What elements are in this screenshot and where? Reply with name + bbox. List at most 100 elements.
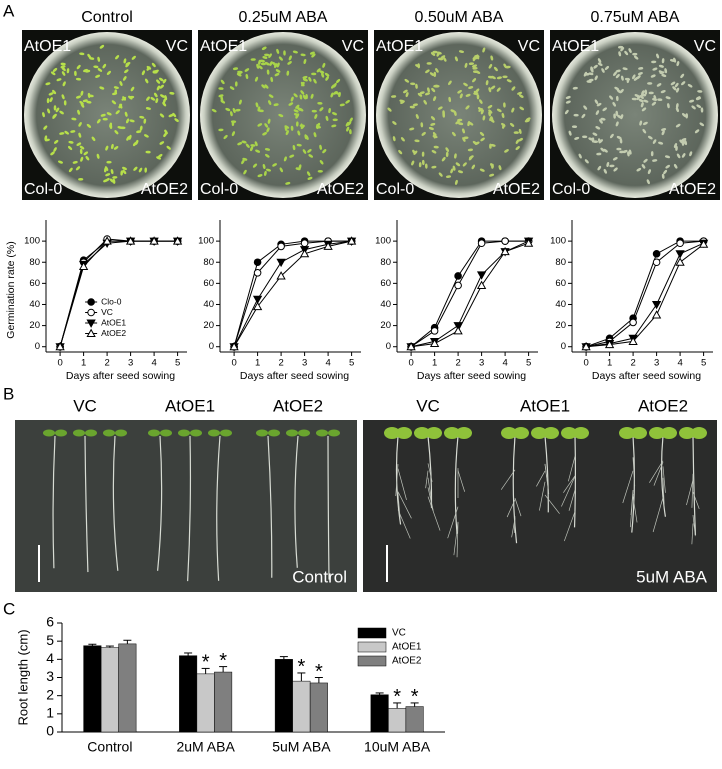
series-line (411, 242, 529, 348)
seedling (54, 139, 59, 144)
seedling (114, 130, 119, 135)
seedling (139, 115, 145, 119)
leaf (220, 429, 232, 437)
seedling (660, 90, 666, 94)
seedling (260, 62, 266, 66)
lateral-root (427, 496, 441, 531)
seedling (255, 102, 259, 108)
error-bar (201, 667, 210, 674)
plate-label: VC (342, 38, 364, 55)
leaf (513, 427, 529, 439)
seedling (123, 76, 127, 81)
x-tick-label: 3 (128, 358, 133, 369)
seedling (478, 108, 483, 112)
bar (405, 706, 424, 733)
seedling (462, 162, 467, 167)
root (187, 435, 192, 582)
seedling (642, 121, 648, 126)
seedling (673, 143, 678, 148)
seedling (462, 137, 466, 142)
series-line (585, 240, 704, 348)
root (84, 435, 89, 573)
seedling (265, 153, 270, 158)
x-tick-label: 3 (302, 358, 307, 369)
seedling (685, 113, 689, 119)
lateral-root (397, 468, 407, 500)
seedling (106, 70, 111, 75)
seedling (102, 63, 107, 69)
seedling (44, 135, 48, 141)
seedling (330, 92, 334, 98)
seedling (588, 72, 594, 76)
seedling (463, 82, 468, 87)
lateral-root (692, 515, 696, 537)
seedling (468, 86, 474, 89)
significance-mark: * (315, 661, 323, 683)
seedling (583, 105, 588, 110)
lateral-root (453, 521, 459, 556)
seedling (641, 90, 645, 96)
lateral-root (395, 464, 399, 497)
seedling (258, 109, 264, 113)
seedling (130, 86, 135, 92)
seedling (615, 95, 619, 102)
seedling (316, 68, 321, 73)
plate-dish (200, 32, 366, 198)
seedling (574, 136, 580, 140)
seedling (651, 101, 657, 106)
seedling (696, 104, 702, 108)
seedling (487, 75, 494, 79)
y-tick-label: 60 (203, 278, 214, 289)
seedling (616, 135, 622, 140)
seedling (646, 179, 650, 185)
legend-label: Clo-0 (101, 296, 122, 306)
seedling (571, 125, 578, 129)
seedling (311, 72, 317, 76)
seedling (491, 163, 494, 169)
marker (277, 242, 285, 251)
seedling (441, 156, 446, 162)
seedling (96, 118, 101, 124)
lateral-root (653, 462, 664, 486)
seedling (641, 107, 647, 112)
seedling (133, 166, 138, 171)
seedling (667, 103, 670, 109)
bar (100, 647, 119, 733)
seedling (264, 53, 270, 57)
legend-swatch (357, 641, 387, 653)
seedling (467, 121, 471, 127)
seedling (75, 95, 82, 99)
leaf (661, 427, 677, 439)
legend-label: AtOE2 (392, 656, 422, 667)
seedling (331, 124, 337, 128)
x-tick-label: 2 (630, 358, 635, 369)
seedling (150, 96, 156, 101)
marker (476, 280, 487, 289)
seedling (458, 50, 465, 53)
seedling (454, 153, 457, 159)
seedling (438, 172, 443, 177)
seedling (269, 61, 273, 66)
leaf (55, 429, 67, 437)
seedling (451, 131, 456, 137)
seedling (319, 70, 325, 74)
y-tick-label: 100 (550, 236, 566, 247)
seedling (618, 51, 622, 57)
seedling (96, 153, 100, 159)
seedling (464, 62, 468, 68)
seedling (308, 154, 313, 158)
seedling (609, 95, 614, 100)
seedling (430, 52, 436, 56)
seedling (231, 131, 235, 137)
y-tick-label: 20 (555, 320, 566, 331)
seedling (511, 86, 516, 91)
lateral-root (662, 477, 665, 509)
seedling (433, 96, 437, 102)
leaf (328, 429, 340, 437)
seedling (505, 65, 511, 69)
seedling (97, 68, 103, 72)
seedling (490, 118, 495, 123)
y-tick-label: 40 (555, 299, 566, 310)
lateral-root (692, 492, 700, 509)
seedling (504, 149, 509, 153)
